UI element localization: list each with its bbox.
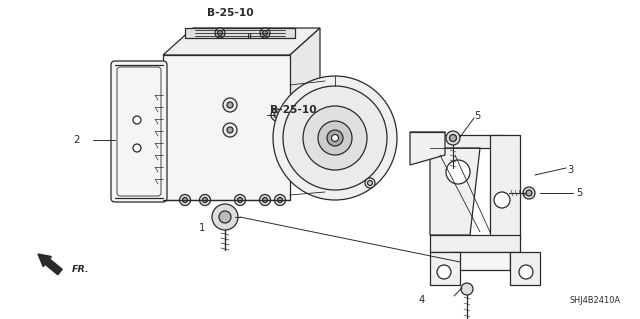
Circle shape (237, 197, 243, 203)
FancyBboxPatch shape (111, 61, 167, 202)
Text: 2: 2 (74, 135, 80, 145)
Circle shape (273, 76, 397, 200)
Circle shape (327, 130, 343, 146)
Polygon shape (410, 132, 445, 165)
Circle shape (227, 102, 233, 108)
Polygon shape (185, 28, 295, 38)
FancyArrow shape (38, 254, 62, 275)
Text: 5: 5 (576, 188, 582, 198)
Circle shape (182, 197, 188, 203)
Circle shape (271, 109, 283, 121)
Circle shape (367, 181, 372, 186)
Circle shape (218, 31, 223, 35)
Text: 4: 4 (419, 295, 425, 305)
Circle shape (262, 31, 268, 35)
Circle shape (202, 197, 207, 203)
Polygon shape (430, 235, 520, 252)
Circle shape (526, 190, 532, 196)
Polygon shape (163, 28, 320, 55)
Circle shape (234, 195, 246, 205)
Circle shape (219, 211, 231, 223)
Circle shape (179, 195, 191, 205)
Circle shape (227, 127, 233, 133)
Circle shape (519, 265, 533, 279)
Circle shape (446, 131, 460, 145)
Polygon shape (430, 252, 460, 285)
Circle shape (200, 195, 211, 205)
Circle shape (223, 98, 237, 112)
Text: 3: 3 (567, 165, 573, 175)
Text: 5: 5 (474, 111, 480, 121)
Circle shape (437, 265, 451, 279)
Polygon shape (430, 135, 505, 148)
Text: FR.: FR. (72, 265, 90, 274)
Text: B-25-10: B-25-10 (270, 105, 317, 115)
Text: B-25-10: B-25-10 (207, 8, 253, 18)
Polygon shape (430, 148, 480, 235)
Circle shape (283, 86, 387, 190)
Circle shape (133, 116, 141, 124)
Text: SHJ4B2410A: SHJ4B2410A (569, 296, 620, 305)
Polygon shape (490, 135, 520, 240)
Text: 1: 1 (198, 223, 205, 233)
Circle shape (133, 144, 141, 152)
Bar (163, 55, 290, 200)
Circle shape (278, 197, 282, 203)
Polygon shape (510, 252, 540, 285)
Circle shape (449, 135, 456, 142)
Circle shape (275, 195, 285, 205)
Circle shape (318, 121, 352, 155)
Circle shape (215, 28, 225, 38)
Circle shape (365, 178, 375, 188)
Circle shape (303, 106, 367, 170)
Circle shape (259, 195, 271, 205)
Circle shape (212, 204, 238, 230)
Circle shape (223, 123, 237, 137)
Circle shape (494, 192, 510, 208)
Circle shape (461, 283, 473, 295)
Polygon shape (450, 252, 510, 270)
Circle shape (274, 112, 280, 118)
Circle shape (446, 160, 470, 184)
Circle shape (260, 28, 270, 38)
Circle shape (262, 197, 268, 203)
Circle shape (332, 135, 339, 142)
Circle shape (523, 187, 535, 199)
Polygon shape (290, 28, 320, 100)
